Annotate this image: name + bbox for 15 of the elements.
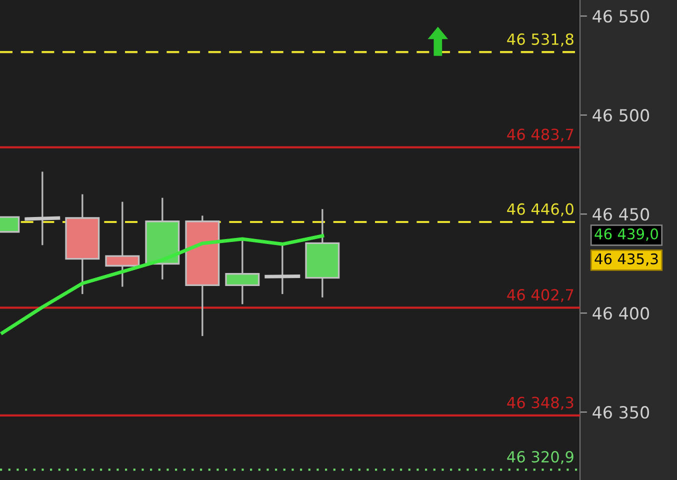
text: 46 435,3 — [594, 253, 658, 266]
line-series — [0, 234, 324, 335]
ref-line-label: 46 531,8 — [507, 33, 574, 47]
ref-line-label: 46 320,9 — [507, 451, 574, 464]
ref-line-label: 46 348,3 — [507, 396, 574, 410]
y-tick-label: 46 500 — [592, 109, 650, 122]
text: 46 439,0 — [594, 228, 658, 241]
y-tick-label: 46 350 — [592, 406, 650, 419]
y-tick-label: 46 400 — [592, 307, 650, 320]
ref-line-label: 46 402,7 — [507, 289, 574, 302]
ref-line-label: 46 483,7 — [507, 128, 574, 142]
ref-line-label: 46 446,0 — [507, 203, 574, 216]
y-tick-label: 46 450 — [592, 208, 650, 221]
candlestick — [24, 170, 60, 246]
y-tick-label: 46 550 — [592, 10, 650, 23]
